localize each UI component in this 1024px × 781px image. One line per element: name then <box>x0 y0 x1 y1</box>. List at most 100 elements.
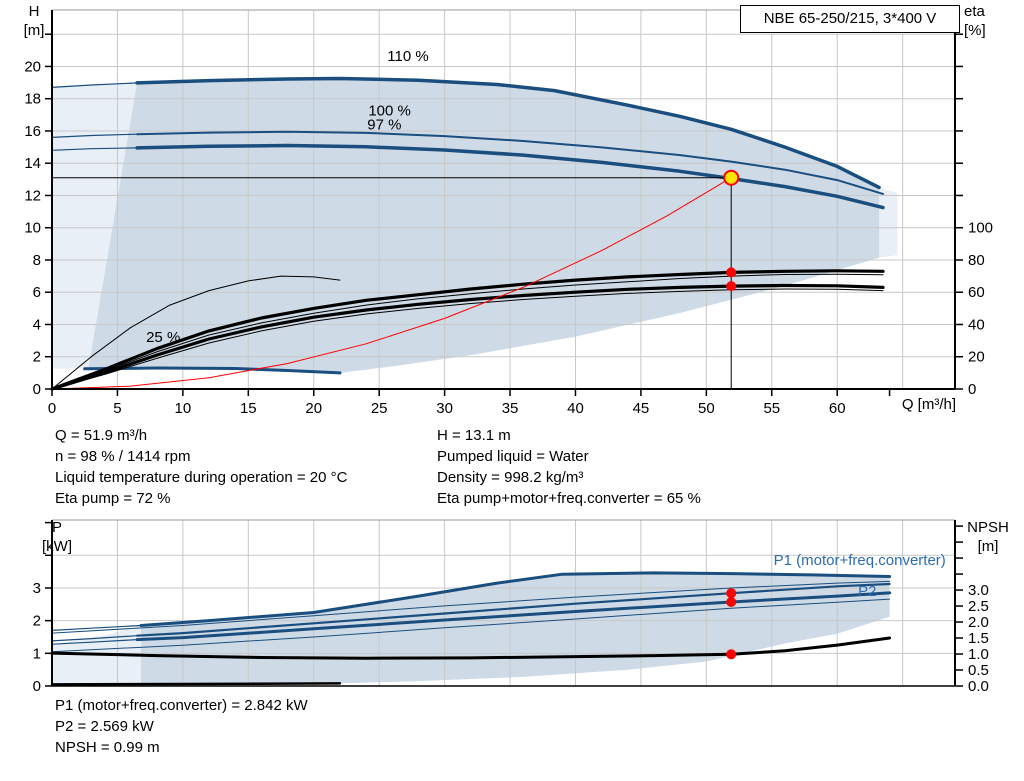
npsh-axis-label-unit: [m] <box>977 538 999 555</box>
speed-97-curve-lead <box>51 147 138 151</box>
y-left-tick-label: 8 <box>33 252 41 269</box>
p-axis-label-unit: [kW] <box>42 538 72 555</box>
duty-temperature-text: Liquid temperature during operation = 20… <box>55 469 348 486</box>
y-right-tick-label: 2.0 <box>968 614 989 631</box>
y-left-tick-label: 6 <box>33 284 41 301</box>
min-speed-curve <box>83 366 342 375</box>
eta-axis-label-unit: [%] <box>964 22 986 39</box>
y-right-tick-label: 60 <box>968 284 985 301</box>
speed-110-curve-lead <box>51 82 138 88</box>
duty-eta-pump-text: Eta pump = 72 % <box>55 490 171 507</box>
y-left-tick-label: 14 <box>24 155 41 172</box>
speed-100-label: 100 % <box>368 103 411 120</box>
p1-series-label: P1 (motor+freq.converter) <box>774 552 946 569</box>
eta-thin-curve-1 <box>51 273 884 390</box>
y-right-tick-label: 2.5 <box>968 598 989 615</box>
speed-110-label: 110 % <box>387 48 428 65</box>
duty-flow-text: Q = 51.9 m³/h <box>55 427 148 444</box>
speed-110-curve <box>135 76 881 190</box>
npsh-point <box>726 649 737 660</box>
p2-point <box>726 597 737 607</box>
npsh-axis-label: NPSH [m] <box>958 518 1018 556</box>
y-left-tick-label: 3 <box>33 580 41 597</box>
y-right-tick-label: 80 <box>968 252 985 269</box>
x-tick-label: 20 <box>305 400 322 417</box>
p-axis-label: P [kW] <box>34 518 80 556</box>
speed-100-curve <box>136 130 884 195</box>
pump-title-box: NBE 65-250/215, 3*400 V <box>740 5 960 33</box>
p-axis-label-symbol: P <box>51 519 62 536</box>
duty-density-text: Density = 998.2 kg/m³ <box>437 469 584 486</box>
speed-97-label: 97 % <box>367 116 401 133</box>
eta-total-point <box>726 281 737 292</box>
npsh-axis-label-symbol: NPSH <box>967 519 1009 536</box>
p1-max-curve <box>139 571 892 627</box>
p1-thin-curve <box>51 580 891 634</box>
y-left-tick-label: 2 <box>33 613 41 630</box>
x-tick-label: 55 <box>763 400 780 417</box>
x-tick-label: 10 <box>175 400 192 417</box>
x-tick-label: 25 <box>371 400 388 417</box>
y-left-tick-label: 0 <box>33 381 41 398</box>
duty-p1-text: P1 (motor+freq.converter) = 2.842 kW <box>55 697 308 714</box>
eta-pump-curve <box>50 269 885 391</box>
p1-duty-curve <box>136 582 891 637</box>
eta-axis-label: eta [%] <box>964 2 1004 40</box>
npsh-curve <box>50 636 892 660</box>
x-tick-label: 35 <box>502 400 519 417</box>
duty-point <box>723 169 740 186</box>
eta-total-curve <box>50 283 885 391</box>
duty-liquid-text: Pumped liquid = Water <box>437 448 589 465</box>
y-right-tick-label: 3.0 <box>968 582 989 599</box>
h-axis-label-symbol: H <box>28 3 40 20</box>
duty-speed-text: n = 98 % / 1414 rpm <box>55 448 191 465</box>
p1-duty-curve-lead <box>51 635 138 642</box>
eta-thin-curve-2 <box>51 288 884 390</box>
p1-point <box>726 588 737 599</box>
y-left-tick-label: 4 <box>33 316 41 333</box>
y-left-tick-label: 12 <box>24 187 41 204</box>
x-tick-label: 0 <box>48 400 56 417</box>
y-right-tick-label: 0 <box>968 381 976 398</box>
pump-title: NBE 65-250/215, 3*400 V <box>763 10 937 27</box>
speed-97-curve <box>135 143 885 210</box>
y-right-tick-label: 1.0 <box>968 646 989 663</box>
p1-max-curve-lead <box>51 624 142 631</box>
operating-envelope-region <box>88 78 880 373</box>
speed-100-curve-lead <box>51 133 138 138</box>
p2-thin-curve <box>51 598 891 653</box>
q-axis-label: Q [m³/h] <box>901 396 956 413</box>
h-axis-label-unit: [m] <box>23 22 45 39</box>
p2-duty-curve <box>135 591 892 642</box>
duty-eta-total-text: Eta pump+motor+freq.converter = 65 % <box>437 490 701 507</box>
p2-series-label: P2 <box>858 583 876 600</box>
y-right-tick-label: 100 <box>968 220 993 237</box>
duty-head-text: H = 13.1 m <box>437 427 511 444</box>
eta-reduced-speed-arc <box>51 275 341 390</box>
y-left-tick-label: 0 <box>33 678 41 695</box>
x-tick-label: 60 <box>829 400 846 417</box>
y-left-tick-label: 10 <box>24 220 41 237</box>
min-speed-power-curve <box>50 682 342 686</box>
y-left-tick-label: 18 <box>24 91 41 108</box>
y-left-tick-label: 2 <box>33 349 41 366</box>
y-right-tick-label: 20 <box>968 349 985 366</box>
p2-duty-curve-lead <box>51 639 138 645</box>
y-right-tick-label: 0.0 <box>968 678 989 695</box>
x-tick-label: 40 <box>567 400 584 417</box>
h-axis-label: H [m] <box>16 2 52 40</box>
y-left-tick-label: 1 <box>33 645 41 662</box>
x-tick-label: 45 <box>633 400 650 417</box>
duty-p2-text: P2 = 2.569 kW <box>55 718 154 735</box>
duty-npsh-text: NPSH = 0.99 m <box>55 739 160 756</box>
x-tick-label: 30 <box>436 400 453 417</box>
y-right-tick-label: 40 <box>968 316 985 333</box>
x-tick-label: 15 <box>240 400 257 417</box>
y-left-tick-label: 16 <box>24 123 41 140</box>
eta-axis-label-symbol: eta <box>964 3 985 20</box>
x-tick-label: 5 <box>113 400 121 417</box>
y-left-tick-label: 20 <box>24 58 41 75</box>
y-right-tick-label: 1.5 <box>968 630 989 647</box>
